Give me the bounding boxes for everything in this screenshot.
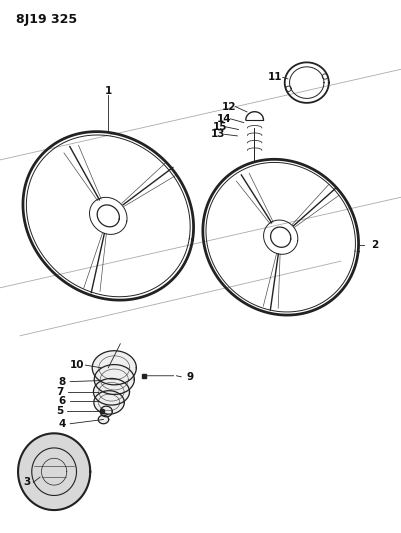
Text: 10: 10 xyxy=(70,360,85,370)
Text: 8J19 325: 8J19 325 xyxy=(16,13,77,26)
Polygon shape xyxy=(100,406,112,417)
Polygon shape xyxy=(94,365,134,394)
Text: 8: 8 xyxy=(59,377,66,386)
Text: 15: 15 xyxy=(213,122,227,132)
Text: 5: 5 xyxy=(56,407,63,416)
Text: 12: 12 xyxy=(222,102,237,111)
Text: 2: 2 xyxy=(371,240,379,250)
Polygon shape xyxy=(98,415,109,424)
Text: 1: 1 xyxy=(105,86,112,95)
Text: 4: 4 xyxy=(59,419,66,429)
Text: 14: 14 xyxy=(217,114,232,124)
Polygon shape xyxy=(18,433,90,510)
Polygon shape xyxy=(94,391,124,414)
Text: 13: 13 xyxy=(211,130,226,139)
Text: 9: 9 xyxy=(187,372,194,382)
Text: 3: 3 xyxy=(24,478,31,487)
Polygon shape xyxy=(92,351,136,385)
Text: 11: 11 xyxy=(267,72,282,82)
Polygon shape xyxy=(93,378,130,405)
Text: 6: 6 xyxy=(59,397,66,406)
Text: 7: 7 xyxy=(57,387,64,397)
